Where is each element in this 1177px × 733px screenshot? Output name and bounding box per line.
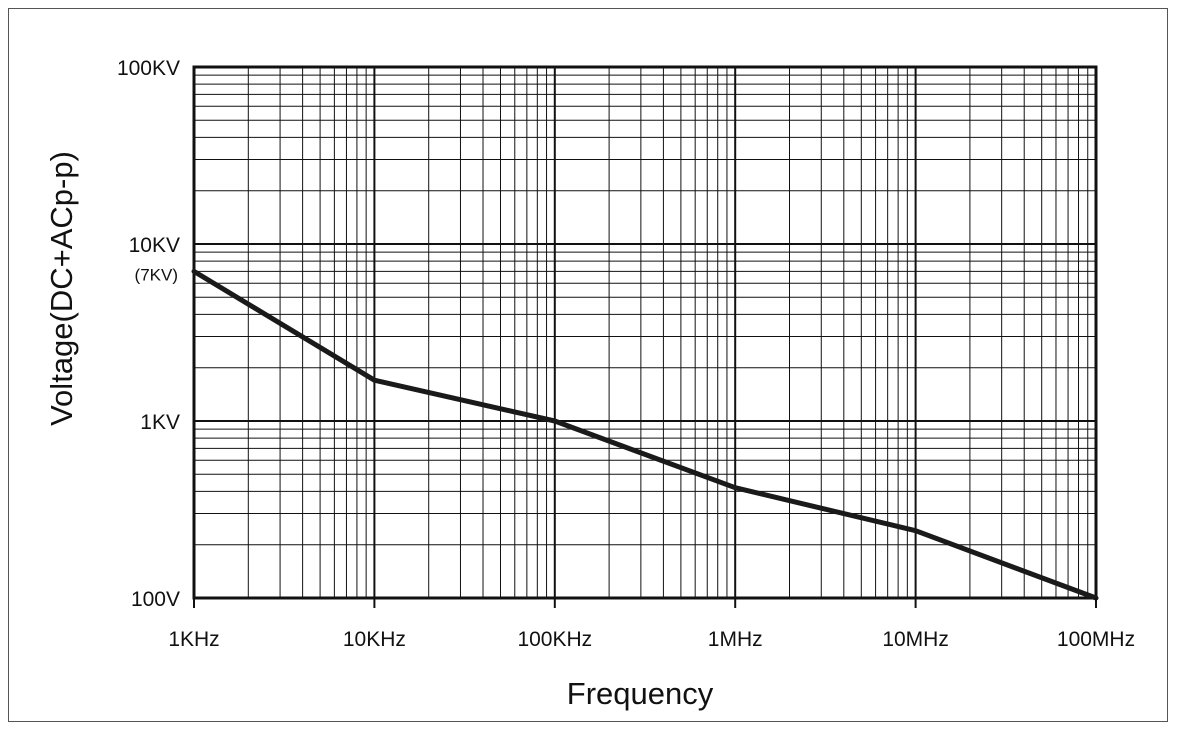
x-axis-title: Frequency xyxy=(567,676,714,711)
plot-area-border xyxy=(192,65,1098,600)
y-tick-label: 100KV xyxy=(117,57,180,80)
y-tick-label: 1KV xyxy=(140,411,180,434)
annotations: (7KV) xyxy=(135,265,178,284)
y-tick-label: 100V xyxy=(131,588,180,611)
x-tick-label: 100KHz xyxy=(517,628,592,651)
y-tick-label: 10KV xyxy=(129,234,180,257)
x-tick-label: 1KHz xyxy=(168,628,219,651)
chart-grid xyxy=(193,67,1096,599)
x-tick-label: 100MHz xyxy=(1057,628,1135,651)
series-line xyxy=(191,268,1099,601)
chart-frame xyxy=(8,8,1168,722)
y-tick-labels: 100V 1KV 10KV 100KV xyxy=(117,57,180,611)
series-layer xyxy=(191,268,1099,601)
x-tick-labels: 1KHz 10KHz 100KHz 1MHz 10MHz 100MHz xyxy=(168,598,1135,651)
annotation-label: (7KV) xyxy=(135,265,178,284)
x-tick-label: 10KHz xyxy=(343,628,406,651)
x-tick-label: 1MHz xyxy=(708,628,763,651)
x-tick-label: 10MHz xyxy=(882,628,949,651)
y-axis-title: Voltage(DC+ACp-p) xyxy=(44,151,79,426)
